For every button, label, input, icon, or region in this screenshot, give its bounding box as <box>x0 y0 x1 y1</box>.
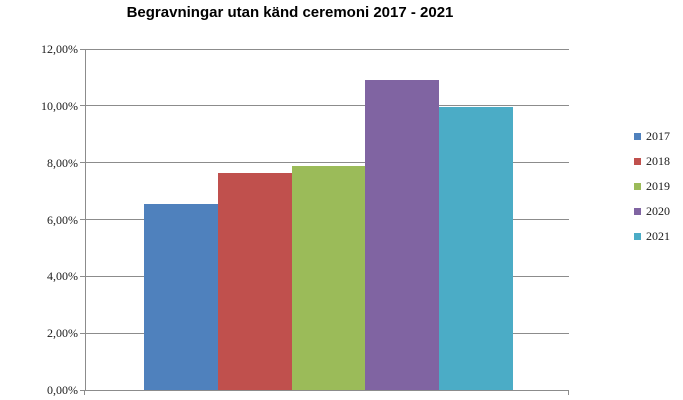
x-axis-end-tick-right <box>568 391 569 395</box>
legend-label: 2019 <box>646 179 670 193</box>
gridline-8 <box>86 162 569 164</box>
y-tick-6 <box>80 219 85 220</box>
plot-area <box>85 49 569 391</box>
legend-entry-2020: 2020 <box>634 199 670 224</box>
y-axis-label-8: 8,00% <box>47 155 78 170</box>
bar-2017 <box>144 203 218 390</box>
y-tick-10 <box>80 105 85 107</box>
y-tick-4 <box>80 275 85 277</box>
legend-label: 2020 <box>646 204 670 218</box>
y-axis-label-4: 4,00% <box>47 269 78 284</box>
y-tick-0 <box>80 390 85 391</box>
legend-swatch-icon <box>634 183 641 190</box>
y-axis-label-2: 2,00% <box>47 326 78 341</box>
legend-entry-2017: 2017 <box>634 124 670 149</box>
legend-entry-2019: 2019 <box>634 174 670 199</box>
chart-title: Begravningar utan känd ceremoni 2017 - 2… <box>126 4 454 21</box>
y-axis-label-12: 12,00% <box>41 42 78 56</box>
bar-2018 <box>217 172 292 390</box>
bar-2021 <box>439 107 513 390</box>
legend-swatch-icon <box>634 208 641 215</box>
y-axis-label-6: 6,00% <box>47 212 78 227</box>
legend-swatch-icon <box>634 133 641 140</box>
legend-label: 2017 <box>646 129 670 143</box>
legend: 2017 2018 2019 2020 2021 <box>634 124 670 249</box>
y-tick-8 <box>80 162 85 164</box>
legend-entry-2018: 2018 <box>634 149 670 174</box>
y-tick-12 <box>80 48 85 50</box>
bar-2020 <box>365 80 440 390</box>
legend-entry-2021: 2021 <box>634 224 670 249</box>
legend-swatch-icon <box>634 158 641 165</box>
x-axis-end-tick-left <box>84 391 85 395</box>
gridline-12 <box>86 49 569 50</box>
legend-label: 2021 <box>646 229 670 243</box>
bar-group <box>144 49 513 390</box>
legend-label: 2018 <box>646 154 670 168</box>
y-axis-label-0: 0,00% <box>47 383 78 397</box>
gridline-10 <box>86 105 569 107</box>
legend-swatch-icon <box>634 233 641 240</box>
y-tick-2 <box>80 332 85 334</box>
bar-2019 <box>291 165 366 390</box>
y-axis-label-10: 10,00% <box>41 98 78 113</box>
